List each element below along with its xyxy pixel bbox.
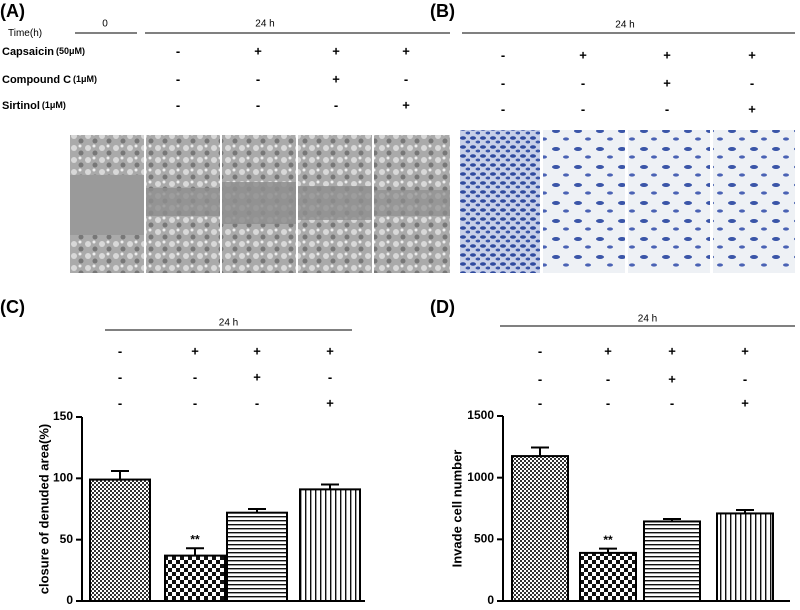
sign: - — [501, 75, 505, 90]
y-tick-label: 1500 — [467, 408, 494, 422]
sign: + — [253, 343, 261, 358]
significance: ** — [190, 532, 200, 546]
sign: - — [501, 47, 505, 62]
sign: - — [606, 371, 610, 386]
sign: - — [404, 71, 408, 86]
bar — [89, 478, 151, 602]
bar — [226, 511, 288, 602]
sign: + — [741, 395, 749, 410]
sign: - — [118, 395, 122, 410]
sign: - — [538, 371, 542, 386]
sign: + — [402, 43, 410, 58]
row-label: Sirtinol (1μM) — [2, 100, 66, 112]
y-tick-label: 0 — [66, 593, 73, 607]
y-tick-label: 50 — [60, 532, 74, 546]
header: 24 h — [638, 314, 657, 325]
row-dose: (1μM) — [42, 100, 66, 110]
sign: - — [193, 395, 197, 410]
sign: + — [748, 101, 756, 116]
time-value: 0 — [102, 19, 108, 30]
bar — [511, 455, 569, 603]
sign: - — [118, 369, 122, 384]
y-tick-label: 150 — [53, 409, 73, 423]
sign: - — [581, 101, 585, 116]
sign: + — [254, 43, 262, 58]
bar — [579, 551, 637, 603]
y-tick-label: 0 — [487, 593, 494, 607]
panel-label: (D) — [430, 297, 455, 317]
y-tick-label: 1000 — [467, 470, 494, 484]
y-axis-label: closure of denuded area(%) — [36, 424, 51, 594]
panel-label: (B) — [430, 1, 455, 21]
sign: + — [748, 47, 756, 62]
sign: - — [606, 395, 610, 410]
sign: + — [663, 47, 671, 62]
time-label: Time(h) — [8, 28, 42, 39]
time-value: 24 h — [255, 19, 274, 30]
row-label: Capsaicin (50μM) — [2, 46, 85, 58]
bar — [643, 520, 701, 603]
row-dose: (1μM) — [73, 74, 97, 84]
sign: + — [253, 369, 261, 384]
y-axis-label: Invade cell number — [449, 450, 464, 568]
micrographs-a — [70, 135, 450, 273]
sign: - — [581, 75, 585, 90]
sign: - — [118, 343, 122, 358]
sign: + — [402, 97, 410, 112]
sign: - — [743, 371, 747, 386]
y-tick-label: 500 — [474, 532, 494, 546]
significance: ** — [603, 533, 613, 547]
sign: - — [176, 43, 180, 58]
sign: - — [176, 71, 180, 86]
sign: + — [332, 43, 340, 58]
sign: - — [501, 101, 505, 116]
header: 24 h — [219, 318, 238, 329]
row-label: Compound C (1μM) — [2, 74, 97, 86]
bar — [164, 554, 226, 603]
sign: + — [668, 371, 676, 386]
row-name: Sirtinol — [2, 100, 40, 112]
sign: + — [741, 343, 749, 358]
bar — [299, 488, 361, 602]
sign: + — [663, 75, 671, 90]
sign: - — [538, 395, 542, 410]
sign: - — [256, 71, 260, 86]
sign: - — [256, 97, 260, 112]
panel-label: (C) — [0, 297, 25, 317]
sign: - — [538, 343, 542, 358]
sign: - — [176, 97, 180, 112]
panel-label: (A) — [0, 1, 25, 21]
sign: - — [334, 97, 338, 112]
sign: - — [750, 75, 754, 90]
time-value: 24 h — [615, 20, 634, 31]
sign: - — [665, 101, 669, 116]
y-tick-label: 100 — [53, 471, 73, 485]
row-name: Capsaicin — [2, 46, 54, 58]
micrographs-b — [460, 130, 795, 273]
bar — [716, 512, 774, 603]
sign: - — [670, 395, 674, 410]
sign: + — [579, 47, 587, 62]
sign: - — [193, 369, 197, 384]
row-name: Compound C — [2, 74, 71, 86]
sign: - — [255, 395, 259, 410]
sign: - — [328, 369, 332, 384]
sign: + — [332, 71, 340, 86]
sign: + — [191, 343, 199, 358]
time-unit: (h) — [30, 28, 42, 39]
sign: + — [668, 343, 676, 358]
row-dose: (50μM) — [56, 46, 85, 56]
sign: + — [326, 343, 334, 358]
time-label: Time — [8, 28, 30, 39]
sign: + — [326, 395, 334, 410]
sign: + — [604, 343, 612, 358]
